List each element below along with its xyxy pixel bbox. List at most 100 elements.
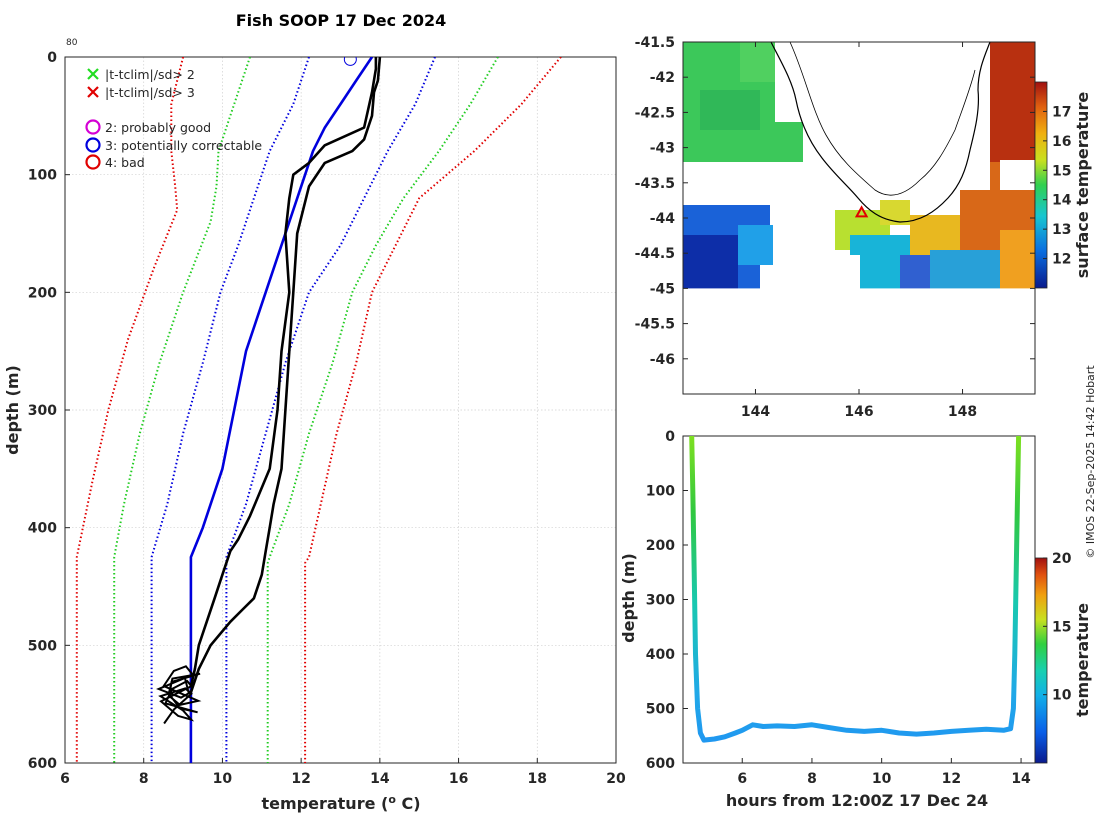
track-y-tick-label: 500: [646, 702, 675, 718]
profile-line-profile-up: [189, 57, 382, 693]
legend-x-green-icon: [87, 68, 99, 80]
profile-y-tick-label: 600: [28, 756, 57, 772]
legend-x-red-icon: [87, 86, 99, 98]
profile-x-label: temperature (o C): [261, 793, 420, 813]
track-y-label: depth (m): [619, 553, 638, 643]
map-coastline: [770, 41, 991, 223]
credit-text: © IMOS 22-Sep-2025 14:42 Hobart: [1084, 365, 1097, 559]
map-y-tick-label: -43: [650, 141, 675, 157]
map-colorbar-ticks: 12 13 14 15 16 17: [1043, 104, 1072, 268]
profile-y-label: depth (m): [3, 365, 22, 455]
profile-grid: [64, 56, 617, 764]
profile-series: [75, 57, 562, 763]
profile-x-tick-label: 10: [213, 771, 233, 787]
track-y-tick-label: 600: [646, 756, 675, 772]
profile-x-tick-label: 12: [291, 771, 310, 787]
profile-x-label-sup: o: [388, 793, 396, 806]
profile-line-clim-1sd: [225, 57, 436, 763]
legend-correctable-label: 3: potentially correctable: [105, 138, 262, 153]
profile-line-clim-3sd: [304, 57, 562, 763]
map-no-data-region: [683, 288, 1035, 394]
track-axes-box: [682, 435, 1036, 764]
track-colorbar-tick-label: 10: [1052, 688, 1072, 704]
map-sst-field: [683, 42, 1035, 394]
legend-bad-label: 4: bad: [105, 155, 145, 170]
track-x-label: hours from 12:00Z 17 Dec 24: [726, 791, 988, 810]
map-colorbar-tick-label: 17: [1052, 104, 1071, 120]
profile-x-tick-label: 20: [606, 771, 626, 787]
profile-x-ticks: 6 8 10 12 14 16 18 20: [60, 758, 626, 787]
track-y-tick-label: 300: [646, 593, 675, 609]
profile-y-tick-label: 300: [28, 403, 57, 419]
track-colorbar: [1034, 557, 1048, 764]
track-y-tick-label: 200: [646, 538, 675, 554]
map-y-tick-label: -41.5: [635, 35, 675, 51]
profile-bottom-tangle: [156, 665, 202, 725]
profile-line-clim-1sd: [150, 57, 310, 763]
track-y-tick-label: 400: [646, 647, 675, 663]
track-y-tick-label: 0: [665, 429, 675, 445]
profile-axes-box: [64, 56, 617, 764]
map-y-tick-label: -42: [650, 70, 675, 86]
legend-circle-blue-icon: [85, 137, 101, 153]
profile-x-label-unit: C): [396, 794, 421, 813]
map-colorbar: [1034, 81, 1048, 289]
track-colorbar-label: temperature: [1073, 603, 1092, 717]
profile-y-tick-label: 500: [28, 638, 57, 654]
profile-x-tick-label: 16: [449, 771, 468, 787]
track-series: [689, 436, 1022, 743]
profile-legend: |t-tclim|/sd> 2 |t-tclim|/sd> 3 2: proba…: [85, 67, 262, 170]
track-x-ticks: 6 8 10 12 14: [737, 758, 1031, 787]
track-x-tick-label: 8: [807, 771, 817, 787]
map-y-tick-label: -43.5: [635, 176, 675, 192]
map-x-tick-label: 144: [741, 404, 770, 420]
map-y-tick-label: -46: [650, 352, 675, 368]
map-colorbar-tick-label: 15: [1052, 163, 1071, 179]
map-x-tick-label: 148: [948, 404, 977, 420]
station-triangle-icon: [854, 205, 869, 218]
map-y-tick-label: -45.5: [635, 317, 675, 333]
profile-y-tick-label: 0: [47, 50, 57, 66]
map-colorbar-tick-label: 13: [1052, 222, 1071, 238]
legend-sd3-label: |t-tclim|/sd> 3: [105, 85, 195, 100]
profile-x-tick-label: 6: [60, 771, 70, 787]
track-y-tick-label: 100: [646, 484, 675, 500]
map-coast-detail: [789, 41, 976, 196]
profile-line-profile-down: [189, 57, 378, 687]
track-colorbar-tick-label: 15: [1052, 619, 1071, 635]
profile-x-label-text: temperature (: [261, 794, 388, 813]
track-x-tick-label: 12: [942, 771, 961, 787]
track-y-ticks: 0 100 200 300 400 500 600: [646, 429, 688, 772]
map-x-ticks: 144 146 148: [741, 42, 977, 420]
track-x-tick-label: 14: [1011, 771, 1031, 787]
track-colorbar-tick-label: 20: [1052, 551, 1072, 567]
map-y-ticks: -41.5 -42 -42.5 -43 -43.5 -44 -44.5 -45 -45.5 -46: [635, 35, 1035, 368]
map-station-marker: [854, 205, 869, 218]
profile-line-clim-2sd: [266, 57, 499, 763]
profile-y-tick-label: 400: [28, 521, 57, 537]
profile-x-tick-label: 18: [528, 771, 547, 787]
legend-circle-red-icon: [85, 154, 101, 170]
map-y-tick-label: -42.5: [635, 105, 675, 121]
legend-circle-magenta-icon: [85, 119, 101, 135]
map-colorbar-label: surface temperature: [1073, 92, 1092, 279]
profile-line-clim-2sd: [113, 57, 251, 763]
profile-surface-marker: [343, 57, 357, 66]
legend-sd2-label: |t-tclim|/sd> 2: [105, 67, 195, 82]
legend-probably-good-label: 2: probably good: [105, 120, 211, 135]
map-x-tick-label: 146: [844, 404, 873, 420]
profile-title: Fish SOOP 17 Dec 2024: [236, 11, 446, 30]
map-colorbar-tick-label: 12: [1052, 252, 1071, 268]
map-y-tick-label: -44: [650, 211, 676, 227]
profile-y-ticks: 0 100 200 300 400 500 600: [28, 50, 70, 772]
track-colorbar-ticks: 10 15 20: [1043, 551, 1072, 704]
profile-y-tick-label: 200: [28, 285, 57, 301]
map-colorbar-tick-label: 14: [1052, 193, 1072, 209]
map-y-tick-label: -45: [650, 281, 675, 297]
track-line: [689, 436, 1022, 743]
map-y-tick-label: -44.5: [635, 246, 675, 262]
profile-line-climatology: [189, 57, 374, 763]
track-x-tick-label: 10: [872, 771, 892, 787]
map-colorbar-tick-label: 16: [1052, 134, 1071, 150]
